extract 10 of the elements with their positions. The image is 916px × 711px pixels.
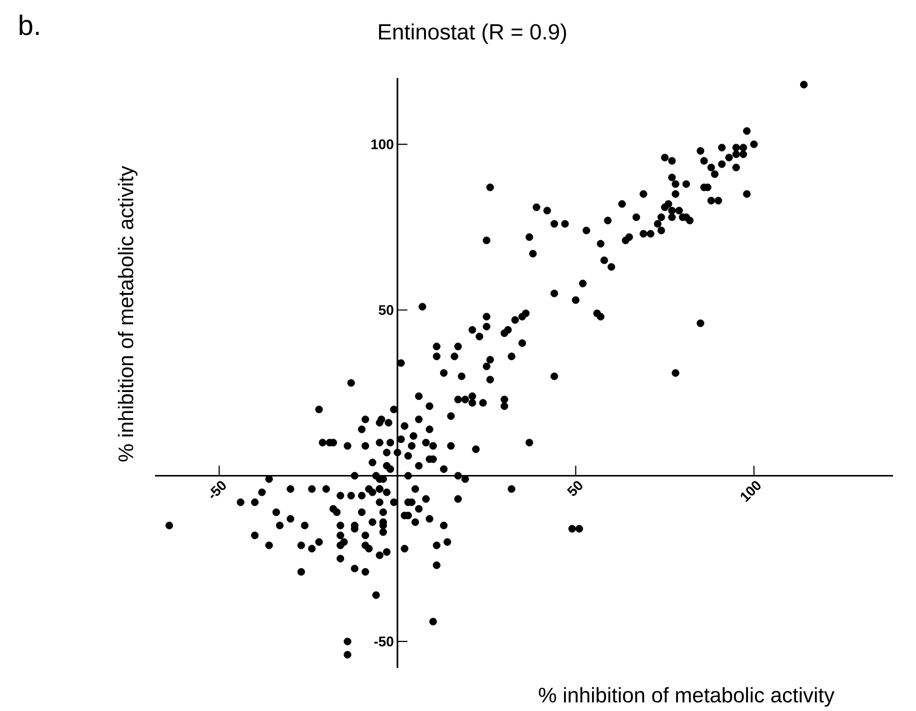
x-axis-title: % inhibition of metabolic activity	[538, 687, 834, 707]
y-axis-title: % inhibition of metabolic activity	[118, 166, 138, 462]
y-tick-label: 50	[378, 305, 394, 315]
y-tick-label: 100	[371, 139, 394, 150]
chart-title: Entinostat (R = 0.9)	[379, 23, 566, 44]
x-tick-label: -50	[210, 481, 226, 498]
text: b.	[20, 14, 39, 36]
x-tick-label: 100	[740, 481, 761, 502]
x-tick-label: 50	[566, 481, 582, 496]
y-tick-label: -50	[374, 636, 394, 646]
